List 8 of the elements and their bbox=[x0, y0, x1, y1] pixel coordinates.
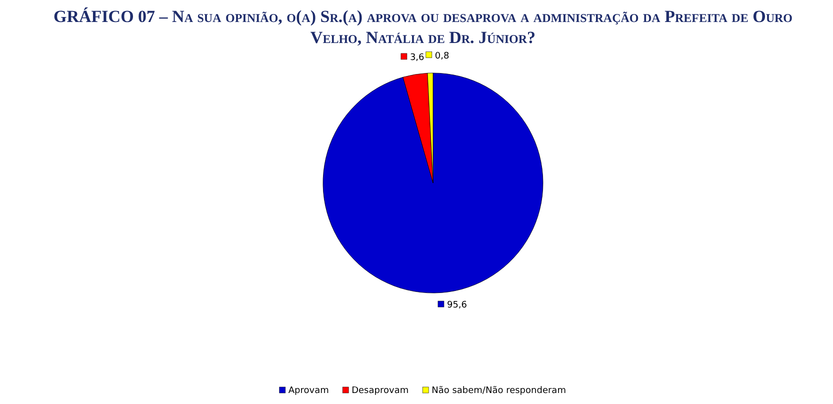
chart-title: GRÁFICO 07 – Na sua opinião, o(a) Sr.(a) aprova ou desaprova a administração da Prefeita de Ouro Velho, Natália de Dr. Júnior? bbox=[52, 6, 794, 48]
pie-slice bbox=[322, 72, 544, 294]
data-label: 0,8 bbox=[434, 51, 450, 62]
legend-label: Não sabem/Não responderam bbox=[432, 386, 566, 396]
legend-label: Desaprovam bbox=[352, 386, 409, 396]
data-label: 3,6 bbox=[410, 52, 425, 63]
data-label: 95,6 bbox=[446, 300, 468, 311]
legend-label: Aprovam bbox=[288, 386, 329, 396]
